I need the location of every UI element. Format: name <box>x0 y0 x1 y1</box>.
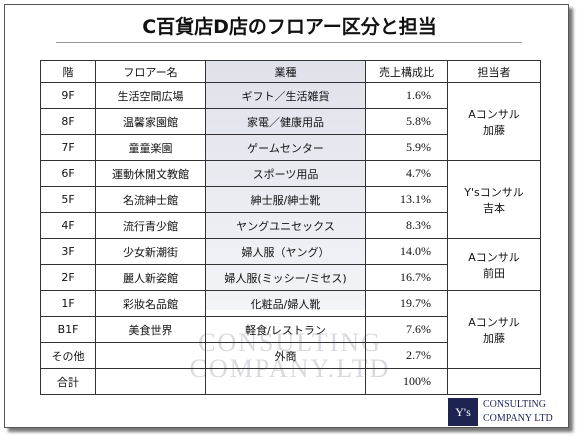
header-cell: 売上構成比 <box>365 60 448 83</box>
name-cell: 童童楽園 <box>95 134 206 161</box>
name-cell: 運動休閒文教館 <box>95 160 206 187</box>
manager-line: 吉本 <box>483 201 505 215</box>
share-cell: 4.7% <box>365 160 448 187</box>
floor-cell: 8F <box>40 108 96 135</box>
manager-cell: Aコンサル加藤 <box>447 290 541 369</box>
floor-cell: 7F <box>40 134 96 161</box>
manager-line: 加藤 <box>483 331 505 345</box>
name-cell: 麗人新姿館 <box>95 264 206 291</box>
category-cell: 紳士服/紳士靴 <box>205 186 366 213</box>
share-cell: 7.6% <box>365 316 448 343</box>
header-cell: 業種 <box>205 60 366 83</box>
share-cell: 100% <box>365 368 448 395</box>
table-row: 9F 生活空間広場 ギフト／生活雑貨 1.6% Aコンサル 加藤 <box>40 82 541 161</box>
table-row: B1F 美食世界 軽食/レストラン 7.6% <box>40 316 541 343</box>
floor-cell: 1F <box>40 290 96 317</box>
category-cell: ヤングユニセックス <box>205 212 366 239</box>
category-cell: スポーツ用品 <box>205 160 366 187</box>
header-cell: 階 <box>40 60 96 83</box>
table-row: 1F 彩妝名品館 化粧品/婦人靴 19.7% Aコンサル 加藤 <box>40 290 541 369</box>
header-row: 階フロアー名 業種 売上構成比 担当者 <box>40 60 541 83</box>
table-row: その他 外商 2.7% <box>40 342 541 369</box>
name-cell: 温馨家園館 <box>95 108 206 135</box>
logo-line: COMPANY LTD <box>483 413 553 424</box>
manager-line: Aコンサル <box>468 315 520 329</box>
category-cell: 婦人服（ヤング） <box>205 238 366 265</box>
name-cell: 美食世界 <box>95 316 206 343</box>
floor-cell: B1F <box>40 316 96 343</box>
floor-cell: 6F <box>40 160 96 187</box>
category-cell: 化粧品/婦人靴 <box>205 290 366 317</box>
category-cell: 軽食/レストラン <box>205 316 366 343</box>
table-row: 6F 運動休閒文教館 スポーツ用品 4.7% Y'sコンサル 吉本 <box>40 160 541 239</box>
share-cell: 14.0% <box>365 238 448 265</box>
share-cell: 19.7% <box>365 290 448 317</box>
name-cell: 彩妝名品館 <box>95 290 206 317</box>
title-rule <box>56 42 522 43</box>
table-row: 4F 流行青少館 ヤングユニセックス 8.3% <box>40 212 541 239</box>
category-cell: 家電／健康用品 <box>205 108 366 135</box>
logo-line: CONSULTING <box>483 399 546 410</box>
manager-cell: Y'sコンサル 吉本 <box>447 160 541 239</box>
share-cell: 13.1% <box>365 186 448 213</box>
manager-cell: Aコンサル前田 <box>447 238 541 291</box>
header-cell: 担当者 <box>447 60 541 83</box>
share-cell: 16.7% <box>365 264 448 291</box>
category-cell: 婦人服(ミッシー/ミセス) <box>205 264 366 291</box>
logo-mark: Y's <box>448 398 478 426</box>
share-cell: 2.7% <box>365 342 448 369</box>
manager-line: 加藤 <box>483 123 505 137</box>
category-cell: ゲームセンター <box>205 134 366 161</box>
name-cell <box>95 368 206 395</box>
floor-cell: 2F <box>40 264 96 291</box>
name-cell: 流行青少館 <box>95 212 206 239</box>
category-cell: ギフト／生活雑貨 <box>205 82 366 109</box>
table-body: 9F 生活空間広場 ギフト／生活雑貨 1.6% Aコンサル 加藤 8F 温馨家園館 家電／健康用… <box>40 82 541 395</box>
share-cell: 5.8% <box>365 108 448 135</box>
category-cell <box>205 368 366 395</box>
floor-cell: 5F <box>40 186 96 213</box>
category-cell: 外商 <box>205 342 366 369</box>
name-cell: 少女新潮街 <box>95 238 206 265</box>
manager-line: Aコンサル <box>468 107 520 121</box>
name-cell <box>95 342 206 369</box>
manager-cell <box>447 368 541 395</box>
floor-table: 階フロアー名 業種 売上構成比 担当者 9F 生活空間広場 ギフト／生活雑貨 1.6% Aコン… <box>40 60 541 395</box>
logo-text: CONSULTING COMPANY LTD <box>483 398 553 426</box>
manager-cell: Aコンサル加藤 <box>447 82 541 161</box>
share-cell: 1.6% <box>365 82 448 109</box>
manager-line: Y'sコンサル <box>464 185 524 199</box>
floor-cell: 9F <box>40 82 96 109</box>
header-cell: フロアー名 <box>95 60 206 83</box>
manager-line: 前田 <box>483 266 505 280</box>
table-row: 2F 麗人新姿館 婦人服(ミッシー/ミセス) 16.7% <box>40 264 541 291</box>
floor-cell: 合計 <box>40 368 96 395</box>
share-cell: 5.9% <box>365 134 448 161</box>
table-row: 7F 童童楽園 ゲームセンター 5.9% <box>40 134 541 161</box>
share-cell: 8.3% <box>365 212 448 239</box>
floor-cell: その他 <box>40 342 96 369</box>
table-row: 合計 100% <box>40 368 541 395</box>
name-cell: 名流紳士館 <box>95 186 206 213</box>
name-cell: 生活空間広場 <box>95 82 206 109</box>
floor-cell: 4F <box>40 212 96 239</box>
title: C百貨店D店のフロアー区分と担当 <box>142 16 437 38</box>
table-row: 3F 少女新潮街 婦人服（ヤング） 14.0% Aコンサル 前田 <box>40 238 541 291</box>
manager-line: Aコンサル <box>468 250 520 264</box>
floor-cell: 3F <box>40 238 96 265</box>
